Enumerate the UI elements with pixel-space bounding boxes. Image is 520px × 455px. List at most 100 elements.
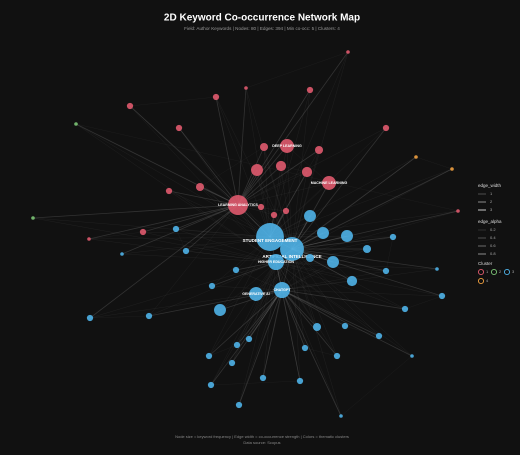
node <box>145 312 153 320</box>
edge <box>199 186 277 263</box>
node <box>438 292 446 300</box>
edge <box>291 248 438 270</box>
edge <box>291 248 338 357</box>
node-label: CHATGPT <box>273 288 291 292</box>
node <box>275 160 287 172</box>
edge <box>178 127 271 238</box>
node <box>341 322 349 330</box>
edge <box>269 51 349 238</box>
node <box>208 282 216 290</box>
node <box>450 167 454 171</box>
node <box>401 305 409 313</box>
node <box>301 344 309 352</box>
edge <box>88 204 239 240</box>
edge <box>291 89 311 250</box>
node <box>256 223 284 251</box>
node <box>456 209 460 213</box>
node <box>270 211 278 219</box>
edge <box>210 261 277 386</box>
edge <box>248 289 283 340</box>
edge <box>385 236 394 272</box>
edge <box>340 355 413 417</box>
node <box>382 267 390 275</box>
node <box>339 414 343 418</box>
node <box>87 237 91 241</box>
edge <box>281 289 338 357</box>
edge <box>262 261 277 379</box>
edge <box>275 261 346 327</box>
edge <box>281 289 342 417</box>
legend-label: 3 <box>512 269 515 274</box>
footer-note: Node size = keyword frequency | Edge wid… <box>175 434 349 439</box>
edge <box>275 261 318 328</box>
legend-label: 1 <box>486 269 489 274</box>
node-label: MACHINE LEARNING <box>311 181 348 185</box>
legend-label: 2 <box>499 269 502 274</box>
node <box>305 253 315 263</box>
node <box>362 244 372 254</box>
edge <box>275 261 443 297</box>
node <box>280 237 304 261</box>
edge <box>281 270 387 291</box>
edge <box>237 182 330 206</box>
edge <box>269 156 417 238</box>
edge <box>238 261 277 406</box>
node-label: HIGHER EDUCATION <box>258 260 294 264</box>
node <box>257 203 265 211</box>
node <box>212 93 220 101</box>
edge <box>291 248 443 297</box>
edge <box>219 257 311 311</box>
edge <box>281 289 318 328</box>
edge <box>237 87 247 206</box>
node-label: STUDENT ENGAGEMENT <box>243 238 298 243</box>
node <box>267 253 285 271</box>
edge <box>281 289 301 382</box>
node <box>375 332 383 340</box>
edge <box>275 261 413 357</box>
edge <box>281 289 380 337</box>
edge <box>88 231 144 240</box>
edge <box>208 344 238 357</box>
edge <box>237 51 349 206</box>
node <box>282 207 290 215</box>
edge <box>286 145 330 184</box>
edge <box>185 204 239 252</box>
edge <box>236 289 283 346</box>
edge <box>215 96 239 206</box>
edge <box>291 171 308 250</box>
node <box>346 275 358 287</box>
edge <box>32 217 271 238</box>
edge <box>211 261 277 287</box>
edge <box>281 280 353 291</box>
edge <box>275 261 353 282</box>
edge <box>269 210 459 238</box>
edge <box>415 156 453 170</box>
edge <box>304 347 338 357</box>
edge <box>237 146 265 206</box>
node <box>414 155 418 159</box>
footer-source: Data source: Scopus <box>243 440 280 445</box>
edge <box>121 204 239 255</box>
node <box>227 194 249 216</box>
node <box>304 210 316 222</box>
edge <box>262 289 283 379</box>
edge <box>275 168 453 263</box>
edge <box>175 228 187 252</box>
edge <box>275 261 306 349</box>
node-label: GENERATIVE AI <box>242 292 270 296</box>
edge <box>291 248 342 417</box>
edge <box>281 248 368 291</box>
edge <box>281 289 443 297</box>
node <box>389 233 397 241</box>
edge <box>178 127 239 206</box>
edge <box>291 248 346 327</box>
node <box>346 50 350 54</box>
edge <box>281 289 406 310</box>
edge <box>129 105 239 206</box>
node <box>435 267 439 271</box>
edge <box>208 289 283 357</box>
node <box>74 122 78 126</box>
edge <box>275 210 459 263</box>
node <box>301 166 313 178</box>
